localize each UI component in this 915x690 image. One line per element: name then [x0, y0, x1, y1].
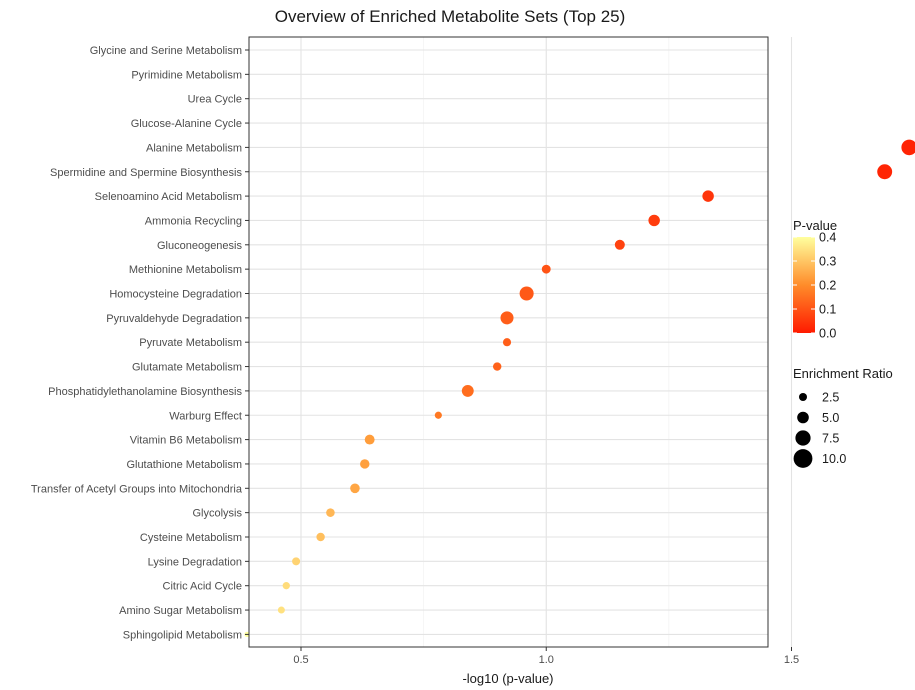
x-tick-label: 1.5 — [784, 654, 799, 666]
colorbar-label: 0.1 — [819, 303, 836, 317]
category-label: Ammonia Recycling — [145, 215, 242, 227]
category-label: Alanine Metabolism — [146, 142, 242, 154]
x-axis: 0.51.01.52.0 — [293, 647, 799, 666]
x-tick-label: 0.5 — [293, 654, 308, 666]
category-label: Warburg Effect — [169, 410, 242, 422]
category-label: Glycine and Serine Metabolism — [90, 45, 242, 57]
data-point — [326, 508, 335, 517]
data-point — [360, 459, 370, 469]
category-labels: Glycine and Serine Metabolism Pyrimidine … — [31, 45, 249, 641]
category-label: Gluconeogenesis — [157, 240, 243, 252]
data-point — [901, 139, 915, 156]
category-label: Glutathione Metabolism — [126, 459, 242, 471]
x-axis-title: -log10 (p-value) — [462, 671, 553, 686]
data-point — [500, 311, 514, 325]
data-point — [434, 411, 442, 419]
x-tick-label: 1.0 — [539, 654, 554, 666]
size-legend-label: 10.0 — [822, 452, 846, 466]
category-label: Cysteine Metabolism — [140, 532, 242, 544]
category-label: Citric Acid Cycle — [163, 581, 242, 593]
data-point — [282, 582, 290, 590]
category-label: Spermidine and Spermine Biosynthesis — [50, 167, 242, 179]
size-legend-key — [797, 411, 809, 424]
colorbar-label: 0.2 — [819, 279, 836, 293]
size-legend-key — [799, 393, 807, 401]
data-point — [277, 606, 285, 614]
data-point — [316, 532, 325, 542]
category-label: Sphingolipid Metabolism — [123, 629, 242, 641]
data-point — [292, 557, 301, 566]
category-label: Vitamin B6 Metabolism — [130, 435, 242, 447]
data-point — [702, 190, 714, 202]
category-label: Selenoamino Acid Metabolism — [95, 191, 242, 203]
size-legend-label: 5.0 — [822, 411, 839, 425]
size-legend-label: 7.5 — [822, 432, 839, 446]
data-point — [502, 338, 512, 347]
category-label: Phosphatidylethanolamine Biosynthesis — [48, 386, 242, 398]
legend-pvalue-colorbar — [793, 237, 815, 333]
data-point — [648, 214, 660, 227]
colorbar-label: 0.4 — [819, 231, 836, 245]
data-point — [541, 264, 551, 274]
category-label: Homocysteine Degradation — [109, 289, 242, 301]
category-label: Glutamate Metabolism — [132, 362, 242, 374]
data-point — [614, 239, 625, 250]
size-legend-label: 2.5 — [822, 391, 839, 405]
data-point — [877, 164, 893, 180]
category-label: Amino Sugar Metabolism — [119, 605, 242, 617]
data-point — [350, 483, 360, 494]
category-label: Urea Cycle — [188, 94, 242, 106]
legend-pvalue: P-value 0.0 0.1 0.2 0.3 0.4 — [793, 218, 837, 341]
category-label: Pyruvate Metabolism — [139, 337, 242, 349]
category-label: Methionine Metabolism — [129, 264, 242, 276]
category-label: Transfer of Acetyl Groups into Mitochond… — [31, 483, 243, 495]
data-point — [519, 286, 534, 301]
chart-title: Overview of Enriched Metabolite Sets (To… — [275, 7, 626, 26]
category-label: Lysine Degradation — [148, 556, 242, 568]
size-legend-key — [793, 449, 813, 468]
category-label: Glucose-Alanine Cycle — [131, 118, 242, 130]
legend-enrichment-ratio: Enrichment Ratio 2.5 5.0 7.5 10.0 — [793, 366, 893, 468]
data-point — [492, 362, 502, 371]
plot-area — [244, 36, 915, 648]
category-label: Glycolysis — [192, 508, 242, 520]
colorbar-label: 0.3 — [819, 255, 836, 269]
data-point — [461, 384, 474, 397]
legend-enrichment-title: Enrichment Ratio — [793, 366, 893, 381]
legend-pvalue-title: P-value — [793, 218, 837, 233]
category-label: Pyrimidine Metabolism — [131, 69, 242, 81]
category-label: Pyruvaldehyde Degradation — [106, 313, 242, 325]
data-point — [364, 434, 375, 445]
size-legend-key — [795, 430, 811, 446]
colorbar-label: 0.0 — [819, 327, 836, 341]
